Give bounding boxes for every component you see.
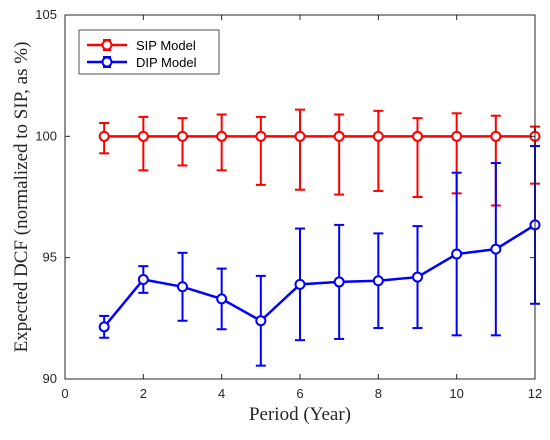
y-tick-label: 95 <box>43 250 57 265</box>
data-point <box>137 130 149 142</box>
data-point <box>333 130 345 142</box>
data-point <box>177 281 188 293</box>
data-point <box>255 130 267 142</box>
legend-label: DIP Model <box>136 55 197 70</box>
series-line <box>103 223 536 328</box>
legend-entries: SIP Model DIP Model <box>87 38 197 70</box>
data-point <box>372 130 384 142</box>
x-tick-label: 4 <box>218 386 225 401</box>
data-point <box>490 243 502 255</box>
data-point <box>412 271 423 283</box>
y-axis-label: Expected DCF (normalized to SIP, as %) <box>11 42 32 353</box>
x-tick-label: 2 <box>140 386 147 401</box>
x-tick-label: 8 <box>375 386 382 401</box>
data-point <box>98 130 110 142</box>
data-point <box>294 130 306 142</box>
data-point <box>216 293 228 305</box>
legend-entry: SIP Model <box>87 38 196 53</box>
y-tick-label: 105 <box>35 7 57 22</box>
error-bar <box>373 109 384 192</box>
data-point <box>372 275 384 287</box>
data-point <box>98 321 110 333</box>
legend: SIP Model DIP Model <box>78 29 220 75</box>
legend-marker <box>101 56 113 68</box>
data-point <box>137 274 149 286</box>
data-point <box>451 130 463 142</box>
x-tick-label: 10 <box>449 386 463 401</box>
data-point <box>333 276 345 288</box>
error-bar <box>295 108 305 191</box>
data-point <box>490 130 502 142</box>
error-bar <box>255 115 266 186</box>
error-bar <box>216 113 227 172</box>
x-tick-label: 12 <box>528 386 542 401</box>
x-tick-label: 0 <box>61 386 68 401</box>
data-point <box>255 315 267 327</box>
y-tick-label: 100 <box>35 128 57 143</box>
tick-layer: 0 2 4 6 8 10 12 90 95 100 105 <box>35 7 542 401</box>
legend-box <box>78 29 220 75</box>
data-point <box>177 130 188 142</box>
x-axis-label: Period (Year) <box>249 404 351 425</box>
legend-entry: DIP Model <box>87 55 197 70</box>
error-bar <box>138 115 149 172</box>
series-1 <box>98 108 541 207</box>
legend-marker <box>101 39 113 51</box>
x-tick-label: 6 <box>296 386 303 401</box>
data-point <box>451 248 463 260</box>
legend-label: SIP Model <box>136 38 196 53</box>
data-point <box>216 130 228 142</box>
data-point <box>412 130 423 142</box>
data-point <box>294 278 306 290</box>
error-bar <box>334 113 345 196</box>
y-tick-label: 90 <box>43 371 57 386</box>
